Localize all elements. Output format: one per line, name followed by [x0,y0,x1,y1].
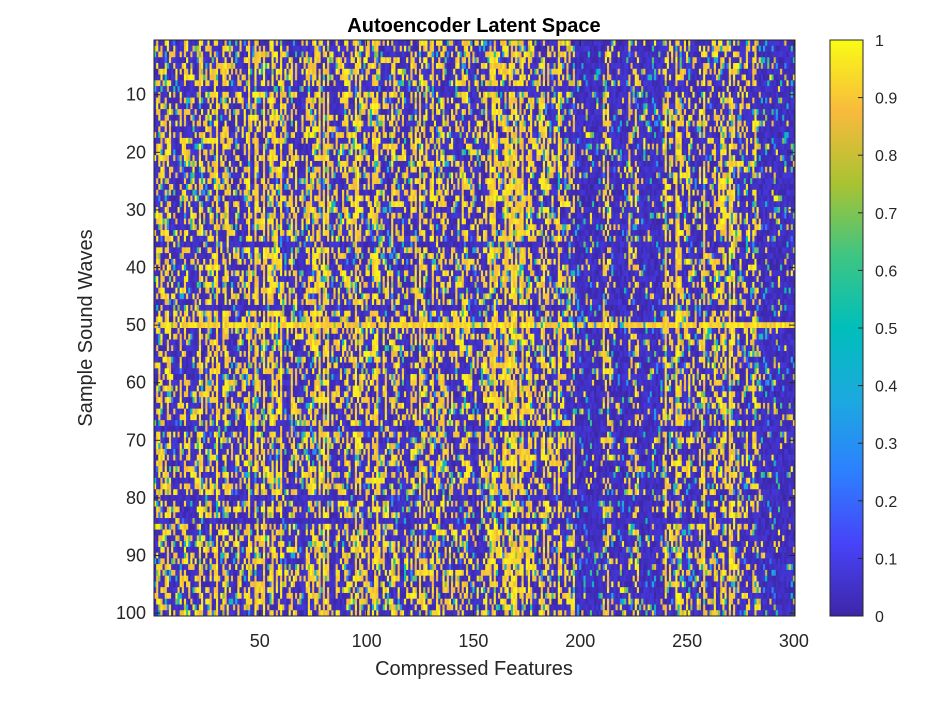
heatmap-row [154,69,795,75]
heatmap-row [154,86,795,92]
heatmap-cells [154,40,795,616]
heatmap-row [154,92,795,98]
heatmap-row [154,46,795,52]
heatmap-row [154,52,795,58]
heatmap-row [154,63,795,69]
heatmap-row [154,80,795,86]
heatmap-row [154,57,795,63]
heatmap-row [154,75,795,81]
heatmap-row [154,40,795,46]
chart-title: Autoencoder Latent Space [347,15,600,37]
